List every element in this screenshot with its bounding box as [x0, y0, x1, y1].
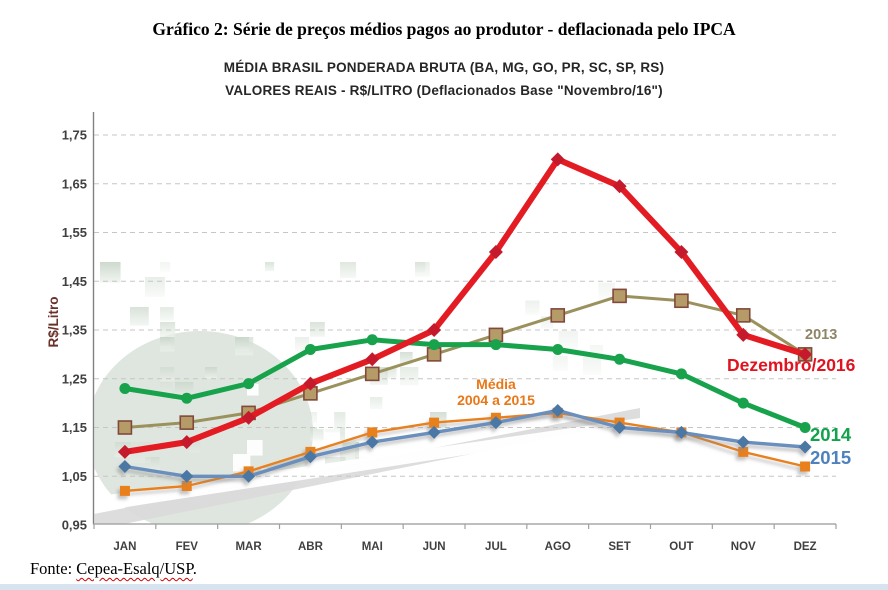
data-point	[119, 485, 130, 496]
series-2015	[118, 403, 812, 483]
series-dezembro-2016	[117, 152, 813, 459]
x-tick-label: JUN	[423, 541, 446, 553]
series-label-media-line1: Média	[476, 376, 516, 392]
data-point	[552, 344, 564, 355]
data-point	[117, 420, 133, 435]
x-tick-label: AGO	[545, 541, 571, 553]
data-point	[429, 417, 440, 428]
data-point	[117, 444, 132, 459]
x-tick-label: OUT	[669, 541, 693, 553]
data-point	[118, 460, 132, 473]
data-point	[365, 435, 379, 449]
data-point	[550, 308, 566, 323]
series-2014	[119, 334, 811, 433]
data-point	[737, 397, 749, 409]
data-point	[674, 293, 689, 309]
data-point	[612, 288, 627, 304]
source-prefix: Fonte:	[30, 559, 77, 578]
data-point	[612, 179, 627, 194]
y-tick-label: 1,55	[62, 225, 87, 240]
data-point	[551, 403, 565, 417]
y-tick-label: 0,95	[62, 518, 87, 533]
data-point	[367, 427, 378, 438]
data-point	[242, 469, 256, 483]
data-point	[179, 415, 195, 430]
y-axis-title: R$/Litro	[46, 296, 61, 347]
x-tick-label: JAN	[113, 541, 136, 553]
data-point	[613, 421, 627, 434]
x-tick-label: SET	[608, 541, 630, 553]
data-point	[674, 425, 688, 439]
data-point	[798, 347, 813, 362]
data-point	[488, 245, 503, 259]
data-point	[179, 435, 194, 450]
data-point	[735, 308, 751, 323]
data-point	[738, 446, 749, 457]
data-point	[119, 383, 131, 394]
data-point	[303, 376, 318, 391]
x-tick-label: JUL	[485, 541, 507, 553]
data-point	[243, 378, 255, 390]
data-point	[428, 339, 440, 351]
data-point	[180, 469, 194, 483]
y-tick-label: 1,75	[62, 128, 87, 143]
data-point	[241, 410, 256, 425]
data-point	[427, 323, 442, 337]
data-point	[181, 481, 192, 491]
series-label-dezembro-2016: Dezembro/2016	[727, 355, 856, 375]
axes: JAN FEV MAR ABR MAI JUN JUL AGO SET OUT NOV DEZ R$/L…	[46, 112, 837, 553]
data-point	[490, 339, 502, 351]
x-tick-label: MAR	[235, 541, 262, 553]
page-title: Gráfico 2: Série de preços médios pagos …	[152, 19, 736, 39]
chart-subtitle: VALORES REAIS - R$/LITRO (Deflacionados …	[225, 83, 663, 98]
series-label-media-line2: 2004 a 2015	[457, 392, 535, 408]
source-suffix: .	[192, 559, 197, 578]
series-label-media-2004-2015: Média 2004 a 2015	[430, 376, 562, 408]
series-label-2013: 2013	[805, 327, 838, 343]
data-point	[736, 327, 751, 342]
x-tick-label: FEV	[176, 541, 199, 553]
data-point	[364, 366, 380, 382]
data-point	[798, 440, 812, 454]
data-point	[366, 334, 378, 346]
source-name: Cepea-Esalq/USP	[76, 559, 193, 578]
data-point	[550, 152, 565, 167]
x-tick-label: DEZ	[794, 541, 817, 553]
data-point	[736, 435, 750, 449]
source-note: Fonte: Cepea-Esalq/USP.	[30, 559, 197, 579]
x-tick-label: ABR	[298, 541, 324, 553]
data-point	[303, 450, 317, 464]
data-point	[304, 344, 316, 355]
data-point	[799, 422, 811, 433]
data-point	[675, 368, 687, 380]
y-tick-label: 1,15	[62, 420, 87, 435]
y-tick-label: 1,25	[62, 371, 87, 386]
data-point	[614, 353, 626, 365]
data-point	[800, 461, 811, 472]
data-point	[181, 392, 193, 404]
series-label-2015: 2015	[810, 447, 852, 468]
bottom-page-strip	[0, 584, 888, 590]
y-tick-label: 1,65	[62, 176, 87, 191]
series-label-2014: 2014	[810, 424, 852, 445]
chart-title: MÉDIA BRASIL PONDERADA BRUTA (BA, MG, GO…	[223, 60, 665, 75]
y-tick-label: 1,45	[62, 274, 87, 289]
data-point	[674, 245, 689, 259]
data-point	[489, 416, 503, 430]
data-point	[427, 425, 441, 439]
y-tick-label: 1,35	[62, 323, 87, 338]
y-tick-label: 1,05	[62, 469, 87, 484]
data-point	[365, 352, 380, 367]
x-tick-label: NOV	[731, 541, 756, 553]
x-tick-label: MAI	[362, 541, 383, 553]
